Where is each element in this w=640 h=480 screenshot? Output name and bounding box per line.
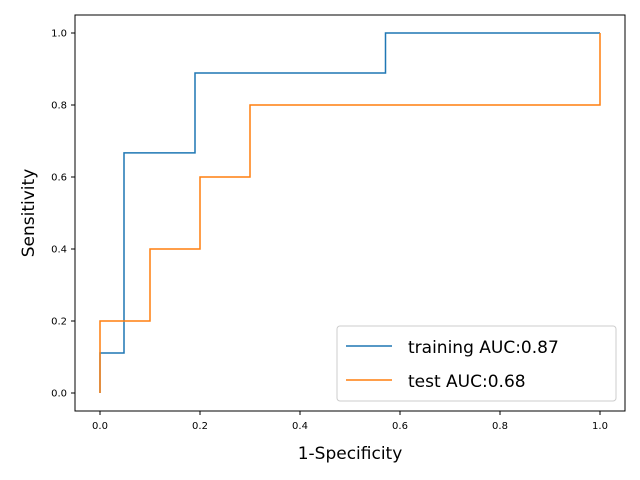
y-tick-label: 0.8: [51, 101, 67, 112]
legend: training AUC:0.87 test AUC:0.68: [336, 325, 617, 402]
y-tick-label: 0.6: [51, 173, 67, 184]
x-tick-label: 0.8: [492, 421, 508, 432]
series-layer: [99, 32, 601, 393]
x-tick-label: 0.6: [392, 421, 408, 432]
y-axis-ticks: 0.0 0.2 0.4 0.6 0.8 1.0: [51, 29, 75, 400]
legend-label-test: test AUC:0.68: [408, 372, 526, 392]
x-tick-label: 1.0: [592, 421, 608, 432]
legend-box: [336, 325, 617, 402]
x-tick-label: 0.2: [192, 421, 208, 432]
series-line-test: [99, 33, 601, 393]
y-tick-label: 0.4: [51, 245, 67, 256]
x-tick-label: 0.0: [92, 421, 108, 432]
x-axis-ticks: 0.0 0.2 0.4 0.6 0.8 1.0: [92, 411, 608, 432]
legend-label-training: training AUC:0.87: [408, 338, 559, 358]
series-line-training: [99, 32, 600, 393]
x-axis-label: 1-Specificity: [298, 444, 403, 464]
y-tick-label: 0.2: [51, 317, 67, 328]
y-axis-label: Sensitivity: [19, 169, 39, 258]
plot-frame: [74, 14, 626, 412]
x-tick-label: 0.4: [292, 421, 308, 432]
y-tick-label: 0.0: [51, 389, 67, 400]
y-tick-label: 1.0: [51, 29, 67, 40]
